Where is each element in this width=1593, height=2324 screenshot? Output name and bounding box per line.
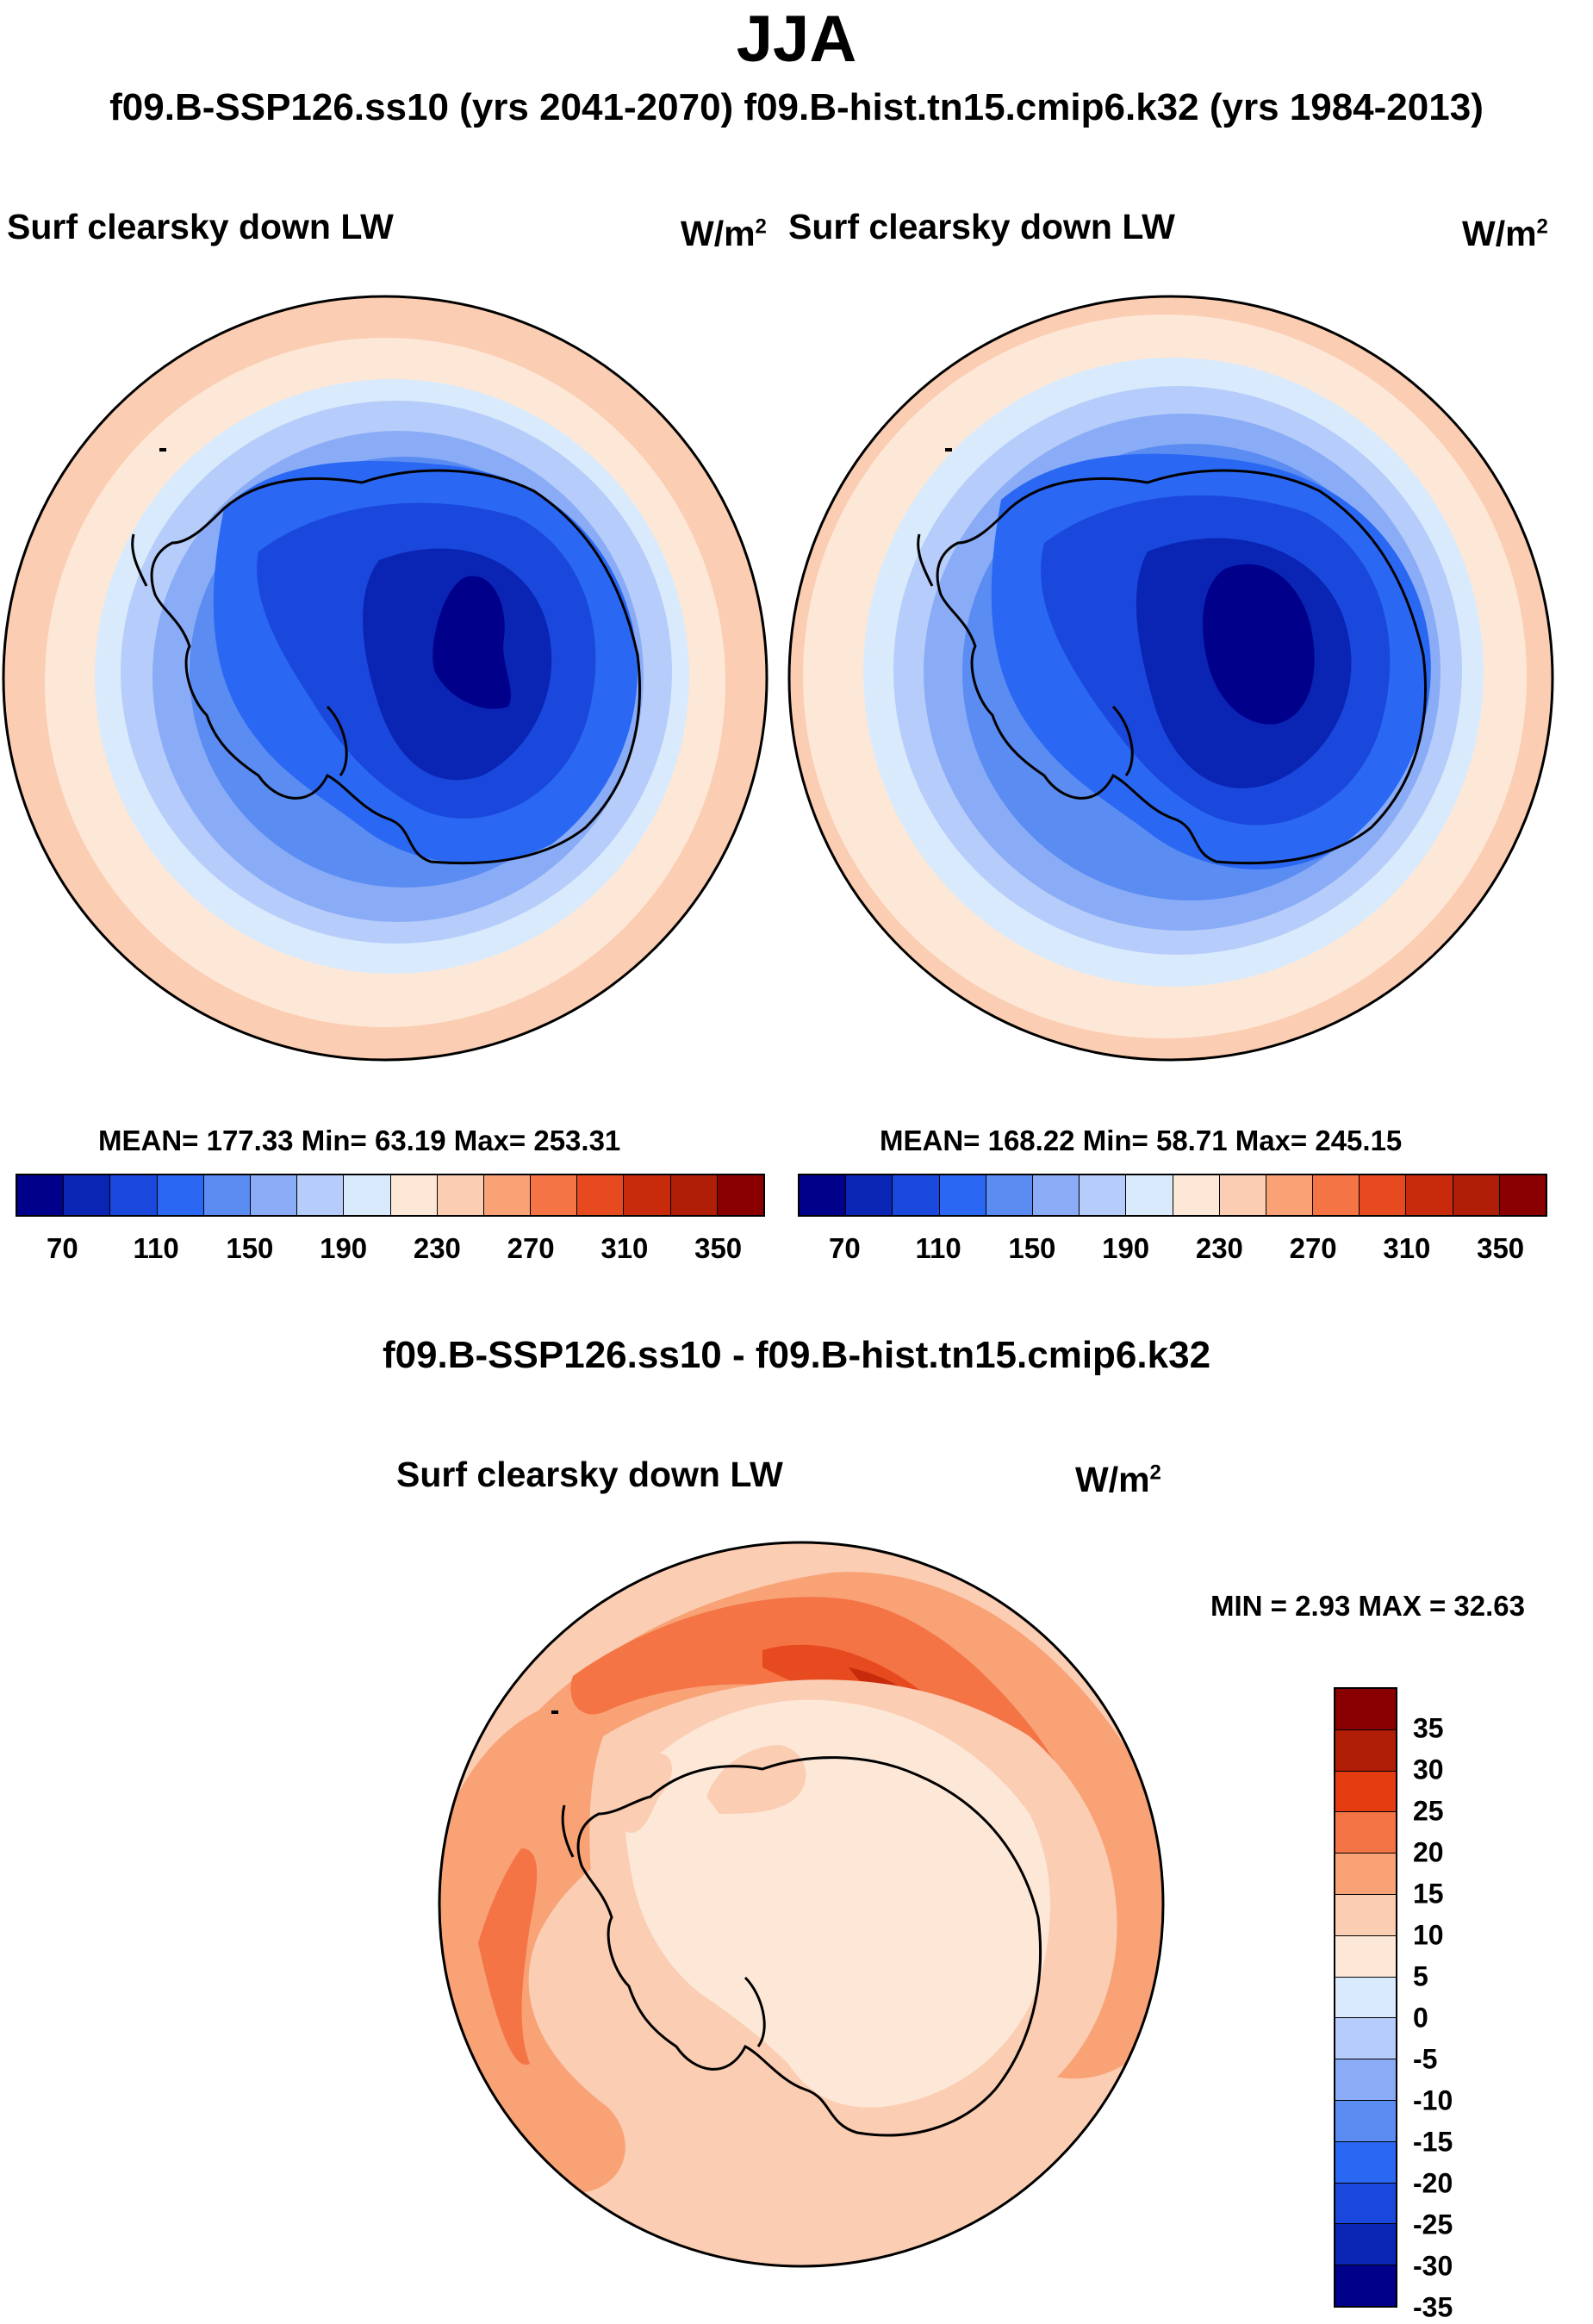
colorbar-swatch xyxy=(1335,1894,1396,1936)
colorbar-swatch xyxy=(893,1175,940,1215)
colorbar-swatch xyxy=(1335,2018,1396,2060)
colorbar-swatch xyxy=(110,1175,158,1215)
colorbar-swatch xyxy=(1499,1175,1546,1215)
colorbar-swatch xyxy=(1335,1977,1396,2019)
left-colorbar xyxy=(16,1174,765,1217)
right-variable-label: Surf clearsky down LW xyxy=(788,207,1175,246)
diff-colorbar xyxy=(1334,1687,1397,2308)
left-units: W/m2 xyxy=(681,214,767,253)
colorbar-swatch xyxy=(717,1175,763,1215)
colorbar-tick-label: -25 xyxy=(1413,2209,1453,2240)
colorbar-swatch xyxy=(1032,1175,1080,1215)
left-map xyxy=(2,295,768,1062)
colorbar-tick-label: 350 xyxy=(694,1232,743,1264)
right-coastline xyxy=(936,469,1427,865)
colorbar-swatch xyxy=(1266,1175,1314,1215)
diff-coastline xyxy=(576,1756,1042,2137)
colorbar-swatch xyxy=(1335,2059,1396,2101)
colorbar-swatch xyxy=(483,1175,532,1215)
colorbar-tick-label: -5 xyxy=(1413,2043,1438,2075)
colorbar-swatch xyxy=(624,1175,671,1215)
diff-minmax: MIN = 2.93 MAX = 32.63 xyxy=(1210,1590,1526,1622)
colorbar-tick-label: 20 xyxy=(1413,1836,1444,1868)
diff-map xyxy=(438,1541,1165,2268)
colorbar-swatch xyxy=(1335,1854,1396,1895)
colorbar-swatch xyxy=(297,1175,345,1215)
colorbar-tick-label: -15 xyxy=(1413,2126,1453,2158)
colorbar-tick-label: 10 xyxy=(1413,1919,1444,1951)
colorbar-swatch xyxy=(390,1175,438,1215)
colorbar-swatch xyxy=(1335,1771,1396,1813)
colorbar-swatch xyxy=(1335,2100,1396,2142)
colorbar-swatch xyxy=(250,1175,298,1215)
colorbar-swatch xyxy=(203,1175,251,1215)
left-coastline xyxy=(150,469,641,865)
season-title: JJA xyxy=(736,3,857,76)
colorbar-tick-label: -20 xyxy=(1413,2167,1453,2199)
colorbar-swatch xyxy=(1335,2224,1396,2266)
colorbar-tick-label: 70 xyxy=(47,1232,78,1264)
colorbar-tick-label: 110 xyxy=(915,1232,961,1264)
colorbar-tick-label: 5 xyxy=(1413,1960,1428,1992)
colorbar-swatch xyxy=(1406,1175,1453,1215)
colorbar-tick-label: 110 xyxy=(133,1232,179,1264)
colorbar-tick-label: 230 xyxy=(1195,1232,1243,1264)
colorbar-tick-label: 150 xyxy=(1008,1232,1056,1264)
left-stats: MEAN= 177.33 Min= 63.19 Max= 253.31 xyxy=(98,1125,621,1156)
colorbar-swatch xyxy=(1360,1175,1407,1215)
colorbar-swatch xyxy=(1173,1175,1220,1215)
colorbar-tick-label: 35 xyxy=(1413,1712,1444,1744)
colorbar-swatch xyxy=(1335,1729,1396,1772)
colorbar-tick-label: 190 xyxy=(320,1232,368,1264)
colorbar-tick-label: -30 xyxy=(1413,2250,1453,2282)
colorbar-swatch xyxy=(1335,2265,1396,2306)
colorbar-swatch xyxy=(986,1175,1033,1215)
colorbar-swatch xyxy=(1313,1175,1360,1215)
colorbar-tick-label: 350 xyxy=(1477,1232,1525,1264)
diff-variable-label: Surf clearsky down LW xyxy=(396,1455,783,1494)
colorbar-swatch xyxy=(670,1175,718,1215)
colorbar-swatch xyxy=(1219,1175,1266,1215)
colorbar-tick-label: 310 xyxy=(1383,1232,1431,1264)
colorbar-swatch xyxy=(1335,2141,1396,2184)
colorbar-swatch xyxy=(1080,1175,1127,1215)
right-map xyxy=(787,295,1554,1062)
colorbar-tick-label: 150 xyxy=(226,1232,274,1264)
colorbar-swatch xyxy=(344,1175,391,1215)
colorbar-swatch xyxy=(1126,1175,1173,1215)
runs-title: f09.B-SSP126.ss10 (yrs 2041-2070) f09.B-… xyxy=(109,86,1484,128)
colorbar-swatch xyxy=(64,1175,111,1215)
colorbar-swatch xyxy=(846,1175,893,1215)
colorbar-tick-label: -10 xyxy=(1413,2084,1453,2116)
colorbar-tick-label: -35 xyxy=(1413,2291,1453,2323)
right-stats: MEAN= 168.22 Min= 58.71 Max= 245.15 xyxy=(880,1125,1403,1156)
colorbar-tick-label: 0 xyxy=(1413,2002,1428,2034)
colorbar-swatch xyxy=(157,1175,204,1215)
colorbar-swatch xyxy=(531,1175,578,1215)
left-variable-label: Surf clearsky down LW xyxy=(7,207,394,246)
colorbar-swatch xyxy=(1335,1689,1396,1730)
colorbar-swatch xyxy=(437,1175,484,1215)
diff-units: W/m2 xyxy=(1075,1460,1161,1499)
right-colorbar xyxy=(798,1174,1547,1217)
colorbar-swatch xyxy=(800,1175,847,1215)
diff-title: f09.B-SSP126.ss10 - f09.B-hist.tn15.cmip… xyxy=(382,1334,1211,1376)
colorbar-tick-label: 270 xyxy=(1289,1232,1337,1264)
colorbar-tick-label: 230 xyxy=(413,1232,461,1264)
colorbar-swatch xyxy=(17,1175,65,1215)
colorbar-tick-label: 70 xyxy=(829,1232,861,1264)
colorbar-tick-label: 310 xyxy=(600,1232,649,1264)
colorbar-tick-label: 30 xyxy=(1413,1754,1444,1785)
colorbar-swatch xyxy=(577,1175,625,1215)
colorbar-swatch xyxy=(1335,1935,1396,1978)
colorbar-swatch xyxy=(1453,1175,1500,1215)
colorbar-tick-label: 25 xyxy=(1413,1795,1444,1827)
colorbar-tick-label: 270 xyxy=(507,1232,555,1264)
colorbar-swatch xyxy=(939,1175,986,1215)
colorbar-swatch xyxy=(1335,2183,1396,2225)
colorbar-swatch xyxy=(1335,1812,1396,1854)
colorbar-tick-label: 190 xyxy=(1102,1232,1150,1264)
right-units: W/m2 xyxy=(1462,214,1548,253)
colorbar-tick-label: 15 xyxy=(1413,1878,1444,1910)
